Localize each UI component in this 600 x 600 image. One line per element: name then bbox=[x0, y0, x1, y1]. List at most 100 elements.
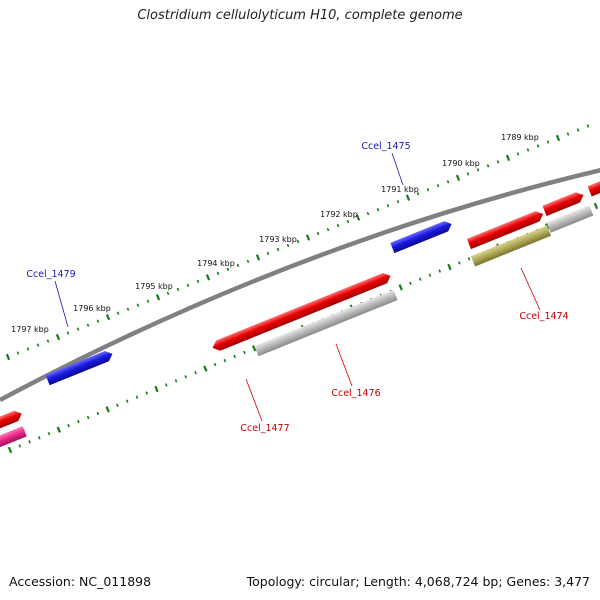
inner-minor-tick bbox=[174, 379, 178, 383]
inner-minor-tick bbox=[47, 432, 51, 436]
gene-forward bbox=[212, 327, 254, 351]
tick-label: 1792 kbp bbox=[320, 210, 358, 219]
outer-minor-tick bbox=[46, 339, 50, 343]
gene-forward bbox=[249, 273, 391, 338]
outer-major-tick bbox=[255, 254, 261, 261]
outer-minor-tick bbox=[296, 239, 300, 244]
gene-ccel-1474 bbox=[470, 225, 552, 267]
outer-major-tick bbox=[405, 194, 411, 201]
outer-minor-tick bbox=[446, 180, 450, 184]
tick-label: 1790 kbp bbox=[442, 159, 480, 168]
outer-minor-tick bbox=[376, 207, 380, 212]
outer-minor-tick bbox=[236, 263, 240, 268]
inner-minor-tick bbox=[438, 269, 442, 273]
tick-label: 1791 kbp bbox=[381, 185, 419, 194]
gene-reverse bbox=[546, 205, 594, 233]
outer-minor-tick bbox=[96, 319, 100, 323]
outer-minor-tick bbox=[466, 172, 470, 176]
inner-major-tick bbox=[251, 345, 257, 352]
gene-ccel-1475 bbox=[390, 221, 452, 254]
tick-label: 1793 kbp bbox=[259, 235, 297, 244]
inner-minor-tick bbox=[28, 440, 31, 444]
outer-minor-tick bbox=[216, 271, 220, 276]
inner-minor-tick bbox=[457, 261, 461, 265]
outer-major-tick bbox=[305, 234, 311, 241]
outer-minor-tick bbox=[36, 343, 40, 347]
inner-minor-tick bbox=[164, 383, 168, 387]
inner-major-tick bbox=[447, 263, 452, 271]
gene-label-leader bbox=[54, 280, 69, 328]
inner-minor-tick bbox=[77, 419, 80, 424]
inner-minor-tick bbox=[18, 444, 22, 448]
outer-major-tick bbox=[105, 313, 111, 321]
outer-minor-tick bbox=[76, 327, 80, 331]
gene-label-leader bbox=[520, 267, 541, 311]
outer-major-tick bbox=[5, 353, 11, 361]
genome-backbone bbox=[0, 168, 600, 402]
inner-major-tick bbox=[56, 426, 62, 433]
inner-minor-tick bbox=[86, 415, 90, 420]
outer-minor-tick bbox=[576, 128, 580, 132]
outer-minor-tick bbox=[346, 219, 350, 224]
gene-label-leader bbox=[335, 343, 353, 387]
inner-major-tick bbox=[398, 284, 403, 291]
gene-label: Ccel_1477 bbox=[240, 423, 289, 434]
inner-minor-tick bbox=[428, 273, 432, 277]
inner-major-tick bbox=[593, 202, 599, 210]
tick-label: 1789 kbp bbox=[501, 133, 539, 142]
outer-minor-tick bbox=[136, 303, 140, 307]
inner-minor-tick bbox=[125, 399, 129, 403]
gene-features bbox=[0, 179, 600, 448]
inner-minor-tick bbox=[409, 281, 412, 285]
outer-minor-tick bbox=[66, 331, 70, 335]
outer-minor-tick bbox=[526, 148, 530, 152]
inner-minor-tick bbox=[233, 354, 236, 359]
outer-minor-tick bbox=[126, 307, 130, 311]
gene-ccel-1479 bbox=[45, 351, 113, 386]
inner-minor-tick bbox=[467, 257, 471, 261]
inner-minor-tick bbox=[418, 277, 422, 281]
outer-minor-tick bbox=[326, 227, 330, 232]
outer-minor-tick bbox=[546, 140, 550, 144]
gene-forward bbox=[0, 410, 22, 432]
tick-label: 1796 kbp bbox=[73, 304, 111, 313]
outer-major-tick bbox=[155, 294, 161, 301]
outer-minor-tick bbox=[176, 287, 180, 291]
outer-minor-tick bbox=[246, 259, 250, 264]
outer-minor-tick bbox=[86, 323, 90, 327]
outer-major-tick bbox=[55, 333, 61, 341]
backbone-line bbox=[0, 168, 600, 402]
tick-label: 1794 kbp bbox=[197, 259, 235, 268]
gene-forward bbox=[466, 211, 544, 250]
outer-minor-tick bbox=[426, 188, 430, 192]
outer-major-tick bbox=[455, 174, 461, 181]
gene-labels: Ccel_1475 Ccel_1479 Ccel_1474 Ccel_1476 Ccel… bbox=[26, 141, 568, 434]
outer-minor-tick bbox=[26, 347, 30, 351]
inner-major-tick bbox=[105, 406, 110, 413]
inner-minor-tick bbox=[67, 423, 70, 428]
outer-minor-tick bbox=[396, 199, 400, 204]
gene-label: Ccel_1476 bbox=[331, 388, 380, 399]
inner-major-tick bbox=[154, 385, 159, 393]
outer-minor-tick bbox=[536, 144, 540, 148]
inner-minor-tick bbox=[184, 375, 188, 379]
outer-minor-tick bbox=[276, 247, 280, 252]
topology-text: Topology: circular; Length: 4,068,724 bp… bbox=[246, 574, 590, 589]
inner-major-tick bbox=[203, 365, 208, 372]
outer-tick-track bbox=[5, 124, 590, 361]
inner-minor-tick bbox=[116, 403, 119, 407]
outer-minor-tick bbox=[496, 160, 500, 164]
outer-minor-tick bbox=[476, 168, 480, 172]
gene-forward bbox=[587, 179, 600, 197]
outer-minor-tick bbox=[516, 152, 520, 156]
outer-minor-tick bbox=[166, 291, 170, 295]
outer-minor-tick bbox=[386, 203, 390, 208]
outer-minor-tick bbox=[266, 251, 270, 256]
gene-label-leader bbox=[391, 152, 404, 186]
outer-minor-tick bbox=[16, 351, 20, 355]
inner-minor-tick bbox=[213, 362, 217, 367]
outer-minor-tick bbox=[186, 283, 190, 287]
gene-ccel-1476 bbox=[254, 289, 398, 357]
outer-minor-tick bbox=[436, 184, 440, 188]
gene-label: Ccel_1479 bbox=[26, 269, 75, 280]
